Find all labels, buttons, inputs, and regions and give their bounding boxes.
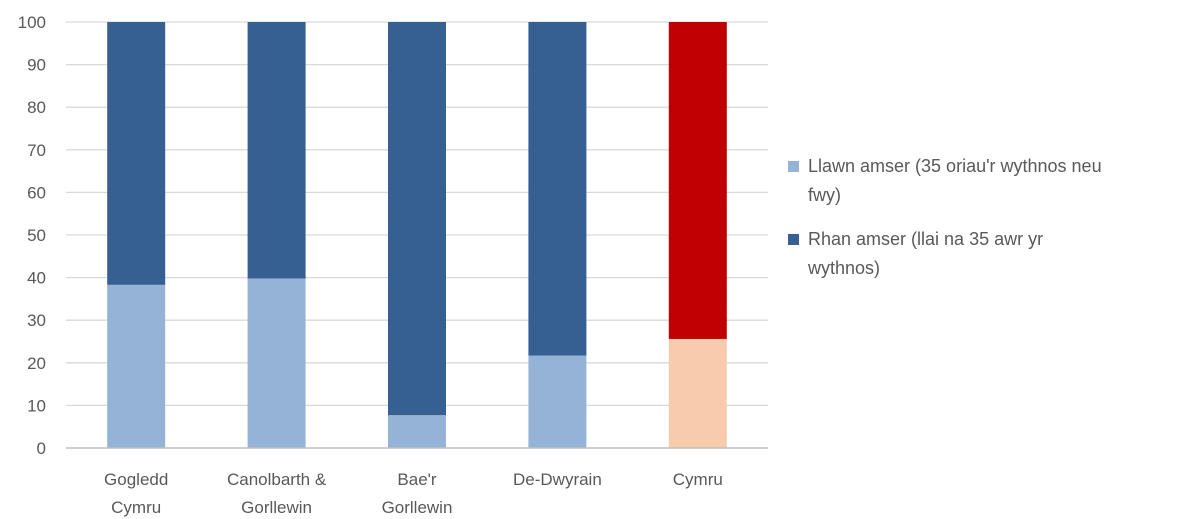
legend-label-part-time-line1: Rhan amser (llai na 35 awr yr [808, 229, 1044, 249]
bar-segment-part-time-2 [388, 22, 446, 416]
legend-item-full-time: Llawn amser (35 oriau'r wythnos neu fwy) [788, 152, 1178, 210]
bar-segment-full-time-4 [668, 338, 727, 448]
y-tick-label-50: 50 [27, 226, 46, 245]
legend-label-full-time-line2: fwy) [808, 185, 841, 205]
x-category-label-line: Gorllewin [382, 498, 453, 517]
legend-label-part-time-line2: wythnos) [808, 258, 881, 278]
legend-label-full-time-line1: Llawn amser (35 oriau'r wythnos neu [808, 156, 1102, 176]
bar-segment-full-time-1 [247, 278, 306, 448]
y-tick-label-60: 60 [27, 183, 46, 202]
x-axis-category-labels: Gogledd Cymru Canolbarth & Gorllewin Bae'r Go… [104, 470, 723, 517]
bar-segment-part-time-0 [107, 22, 166, 285]
bar-segment-full-time-0 [107, 284, 166, 448]
y-tick-label-40: 40 [27, 269, 46, 288]
y-tick-label-100: 100 [18, 13, 46, 32]
legend-item-part-time: Rhan amser (llai na 35 awr yr wythnos) [788, 225, 1178, 283]
x-category-label-1: Canolbarth & Gorllewin [227, 470, 327, 517]
x-category-label-line: Cymru [673, 470, 723, 489]
legend: Llawn amser (35 oriau'r wythnos neu fwy)… [788, 152, 1178, 298]
x-category-label-line: Gorllewin [241, 498, 312, 517]
bar-segment-part-time-4 [668, 22, 727, 339]
bar-segment-full-time-3 [528, 355, 587, 448]
y-tick-label-80: 80 [27, 98, 46, 117]
legend-swatch-part-time [788, 234, 799, 245]
y-axis-tick-labels: 0 10 20 30 40 50 60 70 80 90 100 [18, 13, 46, 458]
y-tick-label-90: 90 [27, 56, 46, 75]
x-category-label-line: Canolbarth & [227, 470, 327, 489]
bars [107, 22, 727, 448]
y-tick-label-70: 70 [27, 141, 46, 160]
y-tick-label-0: 0 [37, 439, 46, 458]
x-category-label-0: Gogledd Cymru [104, 470, 168, 517]
x-category-label-line: Bae'r [397, 470, 436, 489]
bar-segment-part-time-1 [247, 22, 306, 279]
x-category-label-line: De-Dwyrain [513, 470, 602, 489]
y-tick-label-20: 20 [27, 354, 46, 373]
x-category-label-line: Gogledd [104, 470, 168, 489]
x-category-label-line: Cymru [111, 498, 161, 517]
x-category-label-2: Bae'r Gorllewin [382, 470, 453, 517]
y-tick-label-30: 30 [27, 311, 46, 330]
x-category-label-4: Cymru [673, 470, 723, 489]
bar-segment-full-time-2 [388, 415, 446, 448]
stacked-bar-chart: 0 10 20 30 40 50 60 70 80 90 100 Gogledd Cymru Canol… [18, 13, 768, 517]
x-category-label-3: De-Dwyrain [513, 470, 602, 489]
bar-segment-part-time-3 [528, 22, 587, 356]
y-tick-label-10: 10 [27, 396, 46, 415]
legend-swatch-full-time [788, 161, 799, 172]
